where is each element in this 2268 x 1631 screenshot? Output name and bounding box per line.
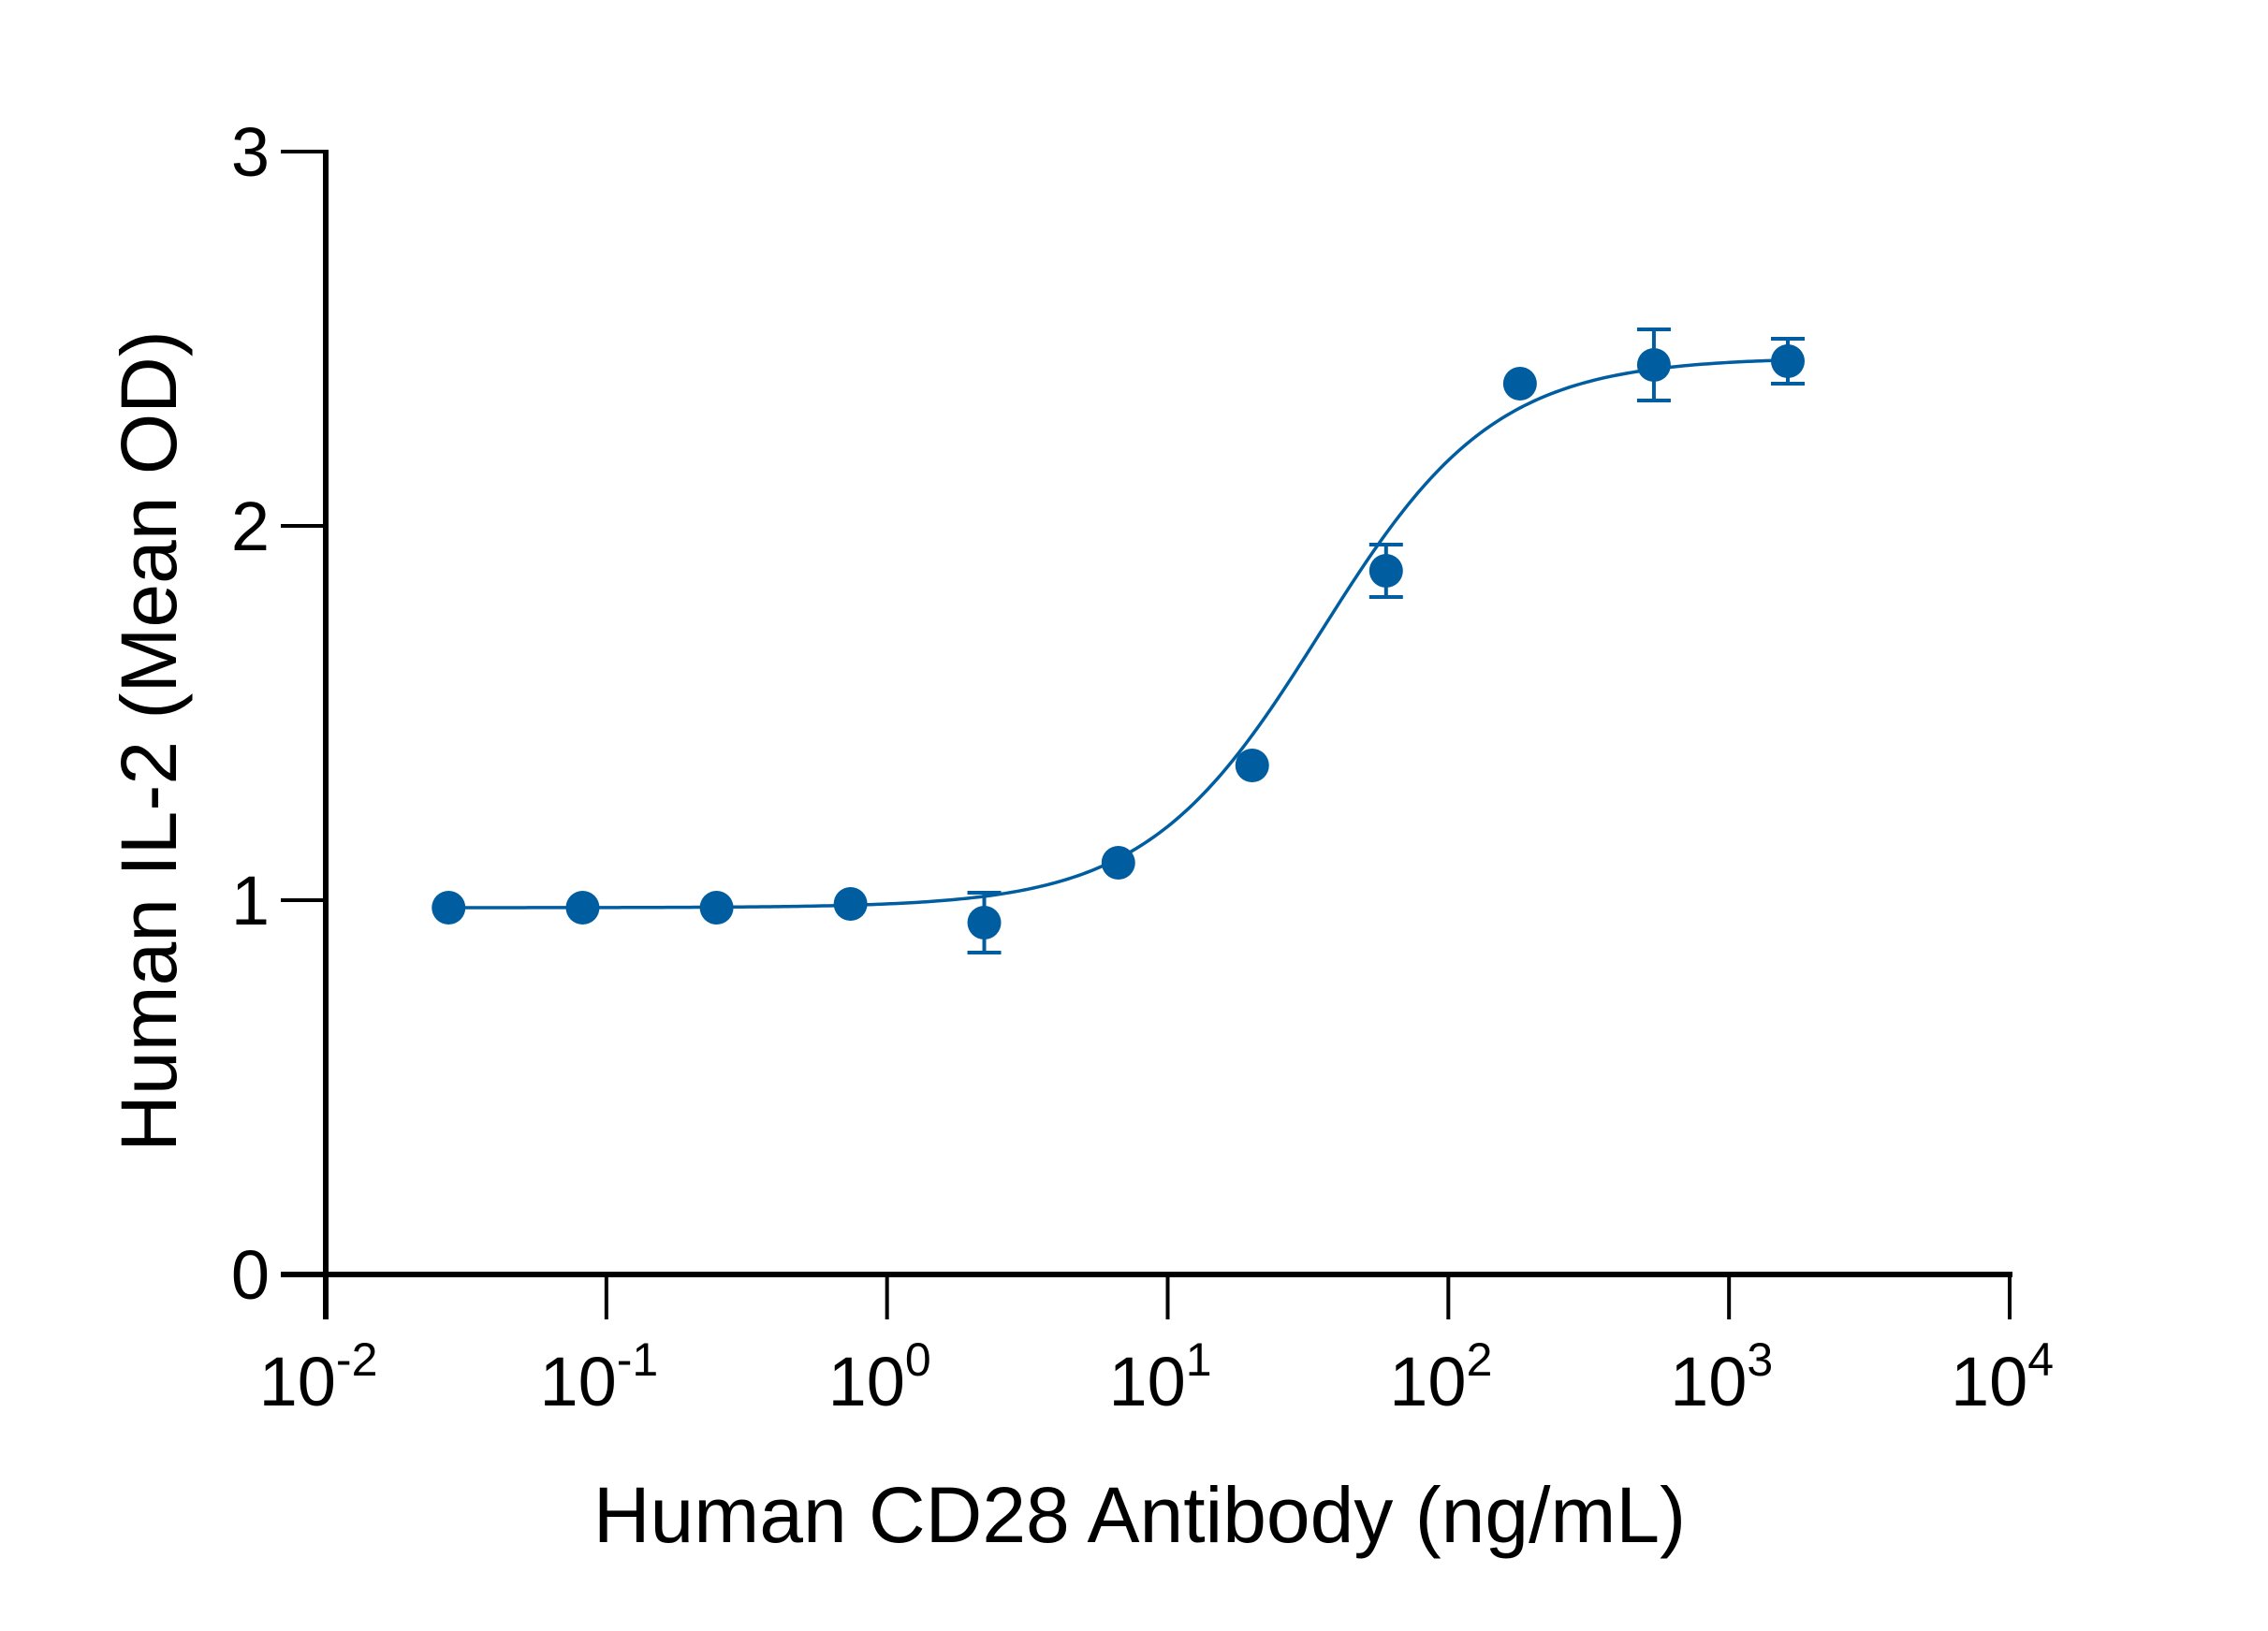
x-tick-label: 102 [1389,1333,1492,1420]
data-point [1235,749,1269,782]
data-point [699,891,734,925]
x-tick-base: 10 [1951,1343,2027,1420]
y-tick-label: 2 [231,488,270,565]
x-tick-label: 100 [828,1333,931,1420]
data-point [967,906,1002,939]
x-axis-title: Human CD28 Antibody (ng/mL) [593,1471,1686,1559]
x-tick-label: 104 [1951,1333,2054,1420]
x-tick-label: 103 [1670,1333,1773,1420]
x-tick-base: 10 [1108,1343,1185,1420]
x-tick-exponent: -1 [617,1333,658,1386]
data-point [432,891,466,925]
data-point [1636,348,1671,382]
data-point [565,891,600,925]
y-tick-label: 0 [231,1236,270,1314]
data-point [1101,846,1135,880]
fit-curve [448,357,1789,910]
x-tick-label: 10-2 [259,1333,378,1420]
x-tick-label: 10-1 [539,1333,658,1420]
y-axis-title: Human IL-2 (Mean OD) [105,330,193,1152]
x-tick-exponent: -2 [336,1333,377,1386]
x-tick-exponent: 3 [1747,1333,1773,1386]
y-tick-label: 3 [231,113,270,191]
x-tick-base: 10 [539,1343,616,1420]
data-point [1502,367,1537,400]
x-tick-exponent: 2 [1467,1333,1493,1386]
x-tick-exponent: 4 [2027,1333,2054,1386]
x-tick-base: 10 [1670,1343,1747,1420]
y-ticks: 0 1 2 3 [231,113,326,1314]
data-point [833,887,868,921]
x-tick-exponent: 1 [1186,1333,1212,1386]
x-tick-exponent: 0 [905,1333,931,1386]
error-bars [967,328,1805,954]
data-points [432,344,1805,939]
x-tick-base: 10 [828,1343,905,1420]
data-point [1770,344,1805,378]
data-point [1368,554,1403,588]
x-tick-base: 10 [259,1343,336,1420]
x-tick-label: 101 [1108,1333,1211,1420]
x-ticks: 10-2 10-1 100 101 102 103 104 [259,1274,2054,1420]
y-tick-label: 1 [231,862,270,939]
x-tick-base: 10 [1389,1343,1466,1420]
